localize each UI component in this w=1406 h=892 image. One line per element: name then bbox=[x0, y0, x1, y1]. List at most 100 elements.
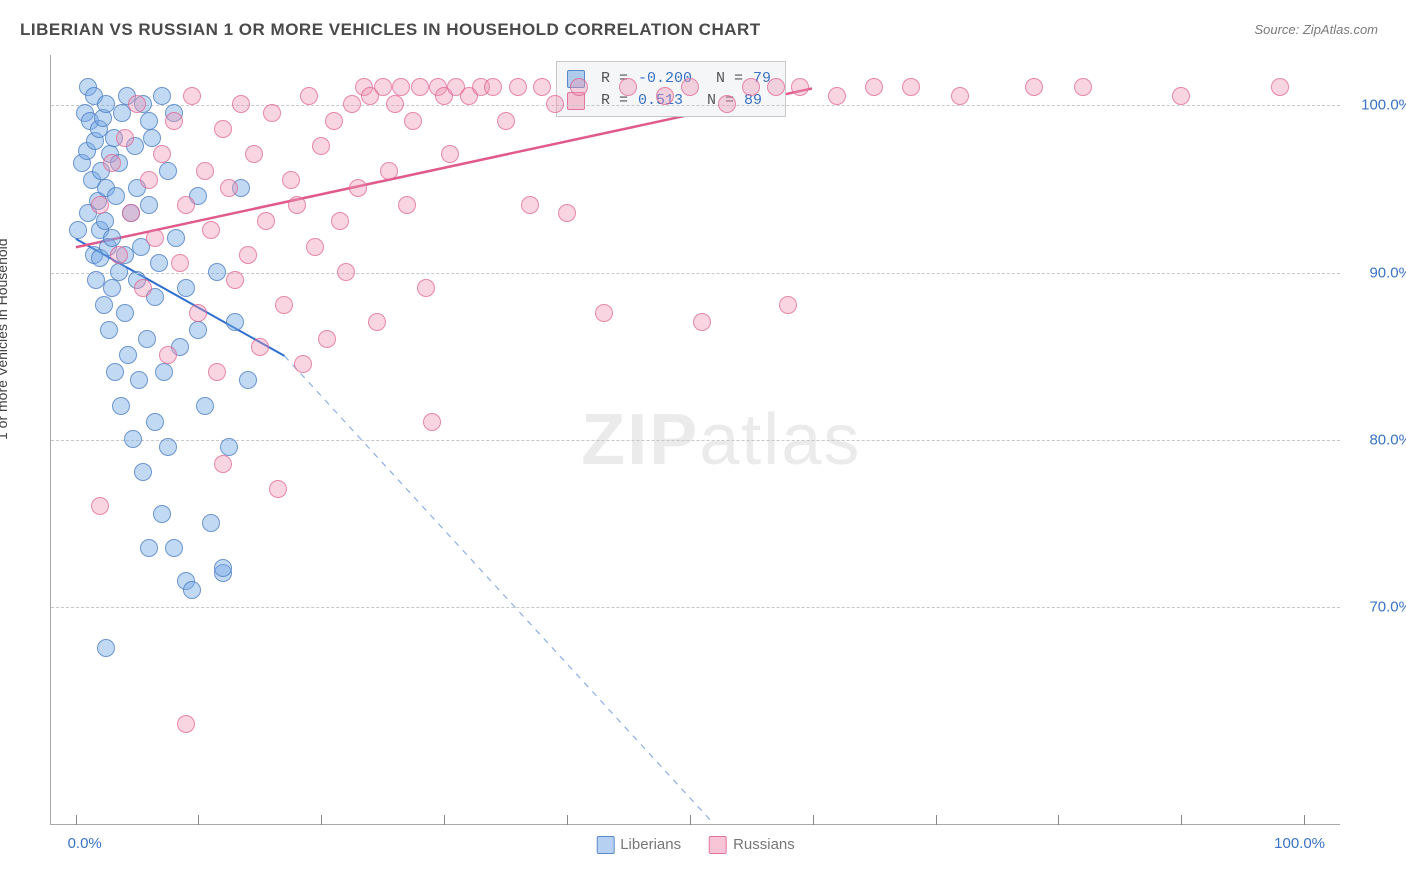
data-point-pink bbox=[214, 455, 232, 473]
y-tick-label: 70.0% bbox=[1369, 599, 1406, 616]
data-point-pink bbox=[128, 95, 146, 113]
data-point-pink bbox=[331, 212, 349, 230]
data-point-blue bbox=[202, 514, 220, 532]
data-point-pink bbox=[269, 480, 287, 498]
data-point-pink bbox=[509, 78, 527, 96]
data-point-blue bbox=[196, 397, 214, 415]
legend-stat-row: R =-0.200N =79 bbox=[567, 68, 771, 90]
data-point-blue bbox=[107, 187, 125, 205]
data-point-blue bbox=[226, 313, 244, 331]
data-point-blue bbox=[103, 279, 121, 297]
gridline bbox=[51, 273, 1340, 274]
data-point-pink bbox=[288, 196, 306, 214]
data-point-blue bbox=[106, 363, 124, 381]
data-point-blue bbox=[140, 539, 158, 557]
data-point-blue bbox=[220, 438, 238, 456]
x-tick bbox=[444, 815, 445, 825]
data-point-pink bbox=[263, 104, 281, 122]
data-point-pink bbox=[521, 196, 539, 214]
data-point-pink bbox=[165, 112, 183, 130]
data-point-pink bbox=[595, 304, 613, 322]
data-point-pink bbox=[1172, 87, 1190, 105]
data-point-pink bbox=[865, 78, 883, 96]
data-point-pink bbox=[828, 87, 846, 105]
data-point-pink bbox=[183, 87, 201, 105]
data-point-blue bbox=[150, 254, 168, 272]
data-point-pink bbox=[619, 78, 637, 96]
data-point-blue bbox=[110, 263, 128, 281]
data-point-blue bbox=[153, 505, 171, 523]
data-point-pink bbox=[208, 363, 226, 381]
data-point-pink bbox=[140, 171, 158, 189]
data-point-pink bbox=[398, 196, 416, 214]
y-tick-label: 100.0% bbox=[1361, 97, 1406, 114]
data-point-pink bbox=[306, 238, 324, 256]
series-legend: LiberiansRussians bbox=[596, 836, 795, 854]
data-point-pink bbox=[1074, 78, 1092, 96]
data-point-pink bbox=[368, 313, 386, 331]
data-point-pink bbox=[257, 212, 275, 230]
data-point-blue bbox=[96, 212, 114, 230]
data-point-pink bbox=[951, 87, 969, 105]
gridline bbox=[51, 607, 1340, 608]
data-point-pink bbox=[220, 179, 238, 197]
y-tick-label: 90.0% bbox=[1369, 264, 1406, 281]
x-tick bbox=[813, 815, 814, 825]
y-tick-label: 80.0% bbox=[1369, 432, 1406, 449]
data-point-pink bbox=[226, 271, 244, 289]
data-point-pink bbox=[275, 296, 293, 314]
legend-item: Russians bbox=[709, 836, 795, 854]
scatter-chart: ZIPatlas R =-0.200N =79R = 0.513N =89 Li… bbox=[50, 55, 1340, 825]
data-point-pink bbox=[392, 78, 410, 96]
x-tick bbox=[198, 815, 199, 825]
data-point-pink bbox=[300, 87, 318, 105]
data-point-pink bbox=[171, 254, 189, 272]
data-point-pink bbox=[411, 78, 429, 96]
data-point-pink bbox=[484, 78, 502, 96]
data-point-pink bbox=[91, 497, 109, 515]
data-point-pink bbox=[767, 78, 785, 96]
data-point-blue bbox=[159, 438, 177, 456]
data-point-blue bbox=[146, 413, 164, 431]
data-point-pink bbox=[189, 304, 207, 322]
x-tick-label: 100.0% bbox=[1274, 835, 1325, 852]
data-point-blue bbox=[183, 581, 201, 599]
data-point-pink bbox=[91, 196, 109, 214]
data-point-pink bbox=[122, 204, 140, 222]
data-point-blue bbox=[165, 539, 183, 557]
data-point-pink bbox=[312, 137, 330, 155]
data-point-pink bbox=[116, 129, 134, 147]
data-point-pink bbox=[441, 145, 459, 163]
data-point-blue bbox=[103, 229, 121, 247]
data-point-pink bbox=[202, 221, 220, 239]
data-point-blue bbox=[167, 229, 185, 247]
data-point-pink bbox=[374, 78, 392, 96]
x-tick bbox=[567, 815, 568, 825]
data-point-blue bbox=[119, 346, 137, 364]
data-point-blue bbox=[214, 559, 232, 577]
data-point-pink bbox=[343, 95, 361, 113]
data-point-blue bbox=[140, 196, 158, 214]
data-point-blue bbox=[69, 221, 87, 239]
data-point-pink bbox=[656, 87, 674, 105]
data-point-blue bbox=[130, 371, 148, 389]
data-point-blue bbox=[153, 87, 171, 105]
data-point-pink bbox=[546, 95, 564, 113]
data-point-pink bbox=[318, 330, 336, 348]
data-point-pink bbox=[153, 145, 171, 163]
data-point-pink bbox=[497, 112, 515, 130]
data-point-blue bbox=[143, 129, 161, 147]
data-point-pink bbox=[294, 355, 312, 373]
data-point-pink bbox=[533, 78, 551, 96]
x-tick bbox=[1058, 815, 1059, 825]
x-tick bbox=[690, 815, 691, 825]
data-point-pink bbox=[423, 413, 441, 431]
data-point-pink bbox=[196, 162, 214, 180]
gridline bbox=[51, 440, 1340, 441]
data-point-blue bbox=[239, 371, 257, 389]
data-point-pink bbox=[386, 95, 404, 113]
data-point-pink bbox=[1025, 78, 1043, 96]
data-point-blue bbox=[100, 321, 118, 339]
data-point-pink bbox=[134, 279, 152, 297]
data-point-blue bbox=[189, 321, 207, 339]
